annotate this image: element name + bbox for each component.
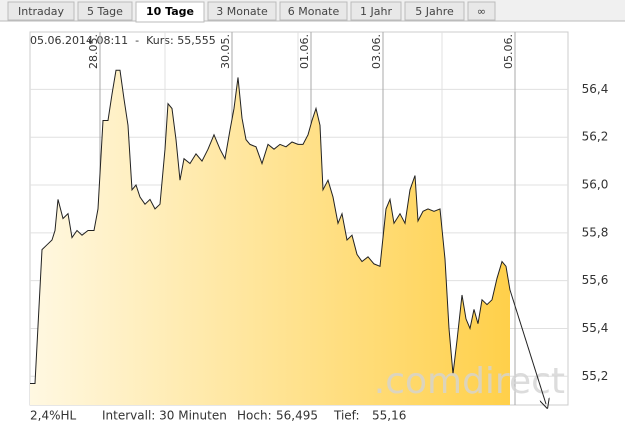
tab-label[interactable]: 5 Tage xyxy=(87,5,123,18)
tab-label[interactable]: 6 Monate xyxy=(288,5,340,18)
tab[interactable] xyxy=(467,1,496,21)
x-tick-label: 28.05. xyxy=(87,34,100,69)
area-fill xyxy=(30,70,510,406)
tab[interactable] xyxy=(7,1,75,21)
tab-label[interactable]: 10 Tage xyxy=(146,5,194,18)
footer-interval: Intervall: 30 Minuten xyxy=(102,409,227,423)
tab[interactable] xyxy=(207,1,277,21)
tab[interactable] xyxy=(404,1,465,21)
footer-hl: 2,4%HL xyxy=(30,409,77,423)
y-tick-label: 55,6 xyxy=(582,273,609,287)
tab[interactable] xyxy=(350,1,402,21)
tab-label[interactable]: ∞ xyxy=(477,5,486,18)
footer-low-label: Tief: xyxy=(333,409,360,423)
tab[interactable] xyxy=(135,1,205,23)
footer-high-label: Hoch: xyxy=(237,409,272,423)
footer-high: 56,495 xyxy=(276,409,318,423)
watermark: .comdirect xyxy=(374,361,565,402)
footer-low: 55,16 xyxy=(372,409,406,423)
x-tick-label: 30.05. xyxy=(219,34,232,69)
tab[interactable] xyxy=(279,1,348,21)
tab-label[interactable]: 3 Monate xyxy=(216,5,268,18)
y-tick-label: 55,2 xyxy=(582,369,609,383)
tab[interactable] xyxy=(77,1,133,21)
forecast-arrow xyxy=(509,289,546,404)
x-tick-label: 05.06. xyxy=(502,34,515,69)
price-line xyxy=(30,69,511,384)
tab-label[interactable]: 1 Jahr xyxy=(360,5,392,18)
y-tick-label: 56,0 xyxy=(582,178,609,192)
tab-label[interactable]: 5 Jahre xyxy=(415,5,454,18)
y-tick-label: 55,8 xyxy=(582,225,609,239)
header-quote: 05.06.2014 08:11 - Kurs: 55,555 xyxy=(30,34,216,47)
y-tick-label: 56,4 xyxy=(582,82,609,96)
y-tick-label: 55,4 xyxy=(582,321,609,335)
x-tick-label: 01.06. xyxy=(298,34,311,69)
x-tick-label: 03.06. xyxy=(370,34,383,69)
tab-label[interactable]: Intraday xyxy=(18,5,65,18)
y-tick-label: 56,2 xyxy=(582,130,609,144)
